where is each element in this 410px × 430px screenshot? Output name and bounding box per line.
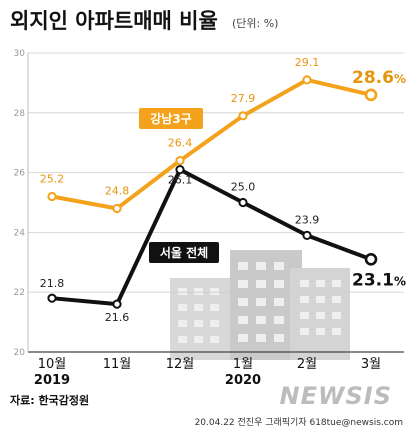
data-label-gangnam: 25.2 — [40, 173, 65, 186]
legend-seoul: 서울 전체 — [149, 242, 219, 263]
grid — [28, 52, 404, 353]
data-label-seoul: 26.1 — [168, 174, 193, 187]
point-gangnam — [238, 111, 248, 121]
apartment-building-illustration — [170, 250, 350, 360]
y-tick-label: 26 — [14, 169, 26, 179]
point-seoul — [47, 293, 57, 303]
y-axis: 20 22 24 26 28 30 — [14, 49, 29, 358]
year-labels: 2019 2020 — [34, 373, 261, 388]
point-seoul — [175, 165, 185, 175]
last-value-number: 28.6 — [352, 68, 394, 88]
data-label-seoul: 21.8 — [40, 277, 65, 290]
y-tick-label: 28 — [14, 109, 26, 119]
x-tick-label: 2월 — [297, 357, 317, 372]
newsis-watermark: NEWSIS — [280, 382, 392, 410]
year-label: 2019 — [34, 373, 70, 388]
data-label-seoul: 21.6 — [105, 311, 130, 324]
point-seoul — [238, 197, 248, 208]
data-label-gangnam: 29.1 — [295, 56, 320, 69]
x-axis: 10월 11월 12월 1월 2월 3월 — [38, 357, 381, 372]
point-gangnam — [112, 203, 122, 214]
y-tick-label: 30 — [14, 49, 26, 59]
point-seoul — [112, 299, 122, 309]
x-tick-label: 1월 — [233, 357, 253, 372]
point-gangnam — [175, 156, 185, 166]
point-gangnam — [302, 75, 312, 85]
legend-gangnam: 강남3구 — [139, 108, 203, 129]
legend-seoul-label: 서울 전체 — [160, 245, 208, 260]
x-tick-label: 10월 — [38, 357, 67, 372]
last-value-unit: % — [394, 274, 406, 288]
y-tick-label: 22 — [14, 288, 25, 298]
last-value-gangnam: 28.6% — [352, 68, 406, 88]
legend-gangnam-box — [139, 108, 203, 129]
credit-text: 20.04.22 전진우 그래픽기자 618tue@newsis.com — [195, 417, 403, 428]
point-gangnam — [47, 191, 57, 202]
point-seoul — [302, 230, 312, 240]
point-seoul — [364, 253, 378, 266]
last-value-number: 23.1 — [352, 270, 394, 290]
data-label-gangnam: 27.9 — [231, 92, 256, 105]
y-tick-label: 20 — [14, 348, 26, 358]
last-value-seoul: 23.1% — [352, 270, 406, 290]
last-value-unit: % — [394, 72, 406, 86]
point-gangnam — [364, 88, 378, 102]
series-lines — [50, 77, 373, 307]
data-label-gangnam: 26.4 — [168, 137, 193, 150]
series-points — [47, 75, 378, 309]
legend-seoul-box — [149, 242, 219, 263]
legend-gangnam-label: 강남3구 — [150, 111, 191, 126]
data-label-gangnam: 24.8 — [105, 184, 130, 197]
series-line-seoul — [50, 167, 373, 307]
y-tick-label: 24 — [14, 228, 26, 238]
data-label-seoul: 25.0 — [231, 181, 256, 194]
chart-unit: (단위: %) — [232, 17, 278, 30]
data-label-seoul: 23.9 — [295, 213, 320, 226]
year-label: 2020 — [225, 373, 261, 388]
x-tick-label: 3월 — [361, 357, 381, 372]
x-tick-label: 11월 — [103, 357, 132, 372]
chart-title: 외지인 아파트매매 비율 — [10, 9, 218, 33]
source-text: 자료: 한국감정원 — [10, 393, 89, 407]
x-tick-label: 12월 — [166, 357, 195, 372]
data-labels: 25.2 24.8 26.4 27.9 29.1 28.6% 21.8 21.6 26.1 25.… — [40, 56, 406, 324]
series-line-gangnam — [50, 77, 373, 211]
